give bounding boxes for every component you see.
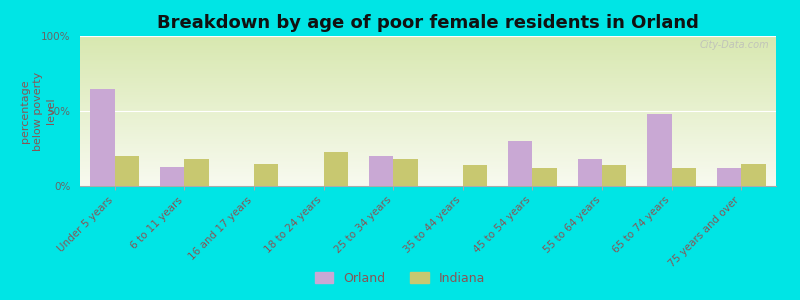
Text: City-Data.com: City-Data.com (699, 40, 769, 50)
Bar (672, 168, 696, 186)
Bar (185, 159, 209, 186)
Bar (463, 165, 487, 186)
Bar (742, 164, 766, 186)
Bar (90, 88, 115, 186)
Legend: Orland, Indiana: Orland, Indiana (308, 265, 492, 291)
Bar (602, 165, 626, 186)
Bar (254, 164, 278, 186)
Bar (323, 152, 348, 186)
Bar (115, 156, 139, 186)
Bar (160, 167, 185, 186)
Bar (647, 114, 672, 186)
Bar (717, 168, 741, 186)
Bar (369, 156, 394, 186)
Bar (508, 141, 533, 186)
Bar (578, 159, 602, 186)
Title: Breakdown by age of poor female residents in Orland: Breakdown by age of poor female resident… (157, 14, 699, 32)
Bar (394, 159, 418, 186)
Bar (533, 168, 557, 186)
Y-axis label: percentage
below poverty
level: percentage below poverty level (20, 71, 56, 151)
